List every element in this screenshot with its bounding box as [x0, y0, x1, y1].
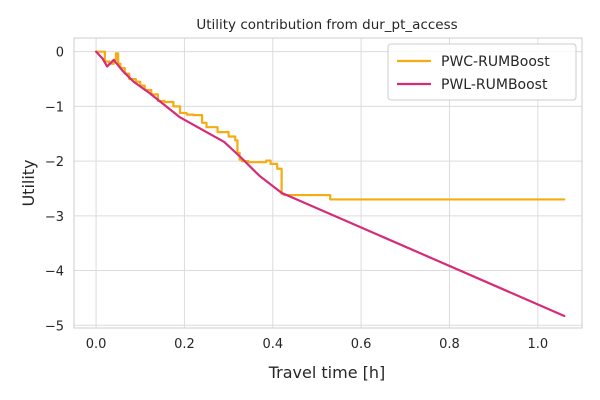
x-tick-labels: 0.0 0.2 0.4 0.6 0.8 1.0 — [86, 337, 548, 352]
legend-label-pwl: PWL-RUMBoost — [441, 77, 548, 93]
chart-title: Utility contribution from dur_pt_access — [196, 17, 457, 33]
x-tick-label: 0.6 — [351, 337, 372, 352]
series-line-pwl-rumboost — [94, 50, 566, 318]
series-layer — [94, 50, 566, 318]
plot-frame — [73, 37, 583, 329]
legend-box — [387, 43, 577, 101]
legend: PWC-RUMBoost PWL-RUMBoost — [387, 43, 577, 101]
y-tick-label: 0 — [56, 46, 64, 61]
y-tick-labels: 0 −1 −2 −3 −4 −5 — [45, 46, 64, 335]
legend-label-pwc: PWC-RUMBoost — [441, 54, 550, 70]
y-tick-label: −4 — [45, 265, 64, 280]
y-axis-label: Utility — [19, 159, 38, 206]
series-line-pwc-rumboost — [94, 50, 566, 201]
y-tick-label: −3 — [45, 210, 64, 225]
x-tick-label: 0.4 — [262, 337, 283, 352]
y-tick-label: −1 — [45, 100, 64, 115]
x-tick-label: 0.0 — [86, 337, 107, 352]
x-tick-label: 0.8 — [439, 337, 460, 352]
x-axis-label: Travel time [h] — [268, 363, 386, 382]
x-tick-label: 0.2 — [174, 337, 195, 352]
y-tick-label: −5 — [45, 319, 64, 334]
y-tick-label: −2 — [45, 155, 64, 170]
x-tick-label: 1.0 — [527, 337, 548, 352]
